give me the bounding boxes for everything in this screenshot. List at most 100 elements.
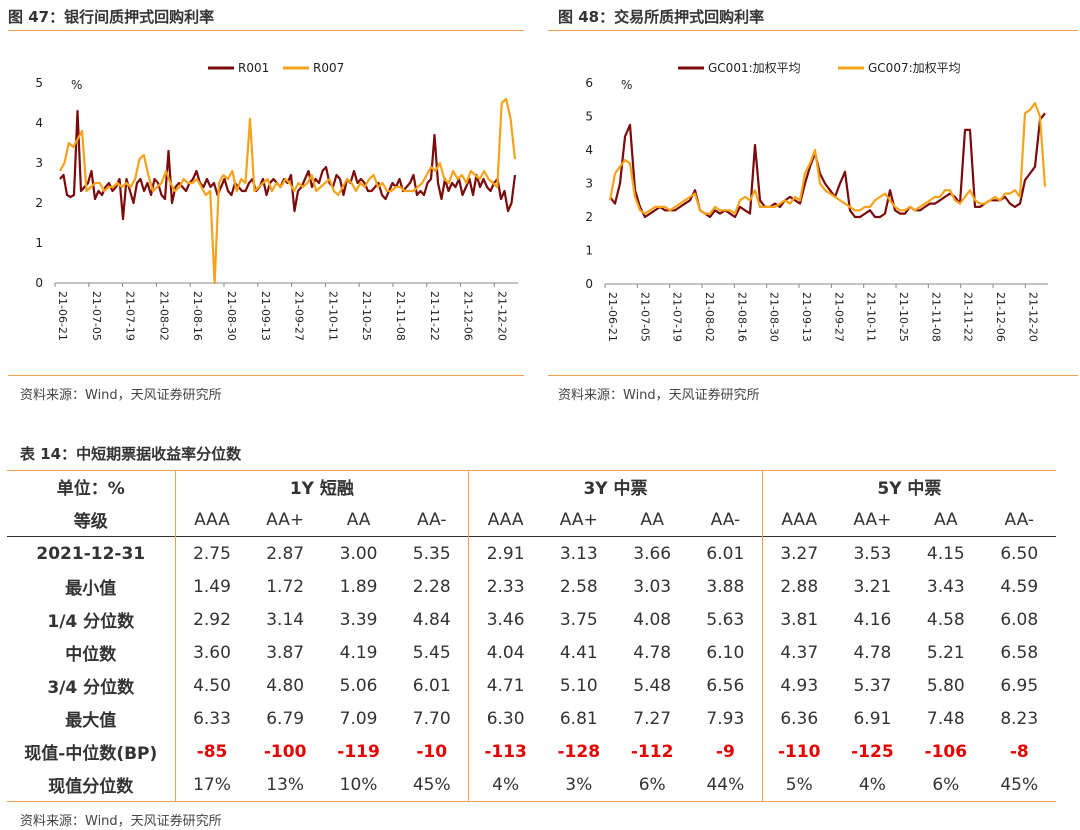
grade-header: AAA <box>468 503 543 537</box>
y-tick-label: 3 <box>585 177 593 191</box>
table-cell: 3.21 <box>853 576 892 597</box>
figure-47-title: 图 47：银行间质押式回购利率 <box>8 8 215 26</box>
table-cell: 3.27 <box>761 536 836 570</box>
table-cell: 6.36 <box>761 702 836 735</box>
x-tick-label: 21-07-19 <box>124 291 137 341</box>
y-tick-label: 4 <box>585 143 593 157</box>
grade-header: AAA <box>761 503 836 537</box>
table-cell: -119 <box>337 741 380 762</box>
series-line-1 <box>59 109 517 221</box>
table-row: 现值分位数 17% 13% 10% 45% 4% 3% 6% 44% 5% 4% 6% 45% <box>7 768 1056 802</box>
table-cell: 6.01 <box>412 675 451 696</box>
y-tick-label: 2 <box>35 196 43 210</box>
table-grade-header-row: 等级 AAA AA+ AA AA- AAA AA+ AA AA- AAA AA+ AA AA- <box>7 503 1056 537</box>
table-cell: 6.30 <box>468 702 543 735</box>
grade-header: AAA <box>174 503 249 537</box>
row-label: 最大值 <box>65 711 117 731</box>
table-cell: -10 <box>416 741 448 762</box>
table-cell: 4.50 <box>174 669 249 702</box>
table-cell: 3.03 <box>633 576 672 597</box>
figure-48-bottom-rule <box>548 375 1078 376</box>
table-cell: 7.93 <box>706 708 745 729</box>
table-cell: 3.39 <box>339 609 378 630</box>
table-cell: 4.78 <box>853 642 892 663</box>
table-cell: 3.87 <box>266 642 305 663</box>
figure-47-source: 资料来源：Wind，天风证券研究所 <box>20 388 222 403</box>
table-cell: 3.60 <box>174 636 249 669</box>
x-tick-label: 21-10-25 <box>360 291 373 341</box>
table-cell: 4.04 <box>468 636 543 669</box>
table-cell: 8.23 <box>1000 708 1039 729</box>
table-cell: 2.88 <box>761 570 836 603</box>
table-cell: 6.10 <box>706 642 745 663</box>
quantile-table: 单位：% 1Y 短融 3Y 中票 5Y 中票 等级 AAA AA+ AA AA- AAA… <box>7 470 1056 802</box>
row-label: 现值-中位数(BP) <box>24 744 158 764</box>
group-header: 5Y 中票 <box>761 470 1056 503</box>
x-tick-label: 21-12-06 <box>462 291 475 341</box>
table-cell: 3% <box>542 768 616 802</box>
table-cell: 5.10 <box>559 675 598 696</box>
table-cell: 3.81 <box>761 603 836 636</box>
table-14: 单位：% 1Y 短融 3Y 中票 5Y 中票 等级 AAA AA+ AA AA- AAA… <box>7 470 1056 802</box>
figure-48-title: 图 48：交易所质押式回购利率 <box>558 8 765 26</box>
x-tick-label: 21-09-13 <box>800 292 813 342</box>
x-tick-label: 21-06-21 <box>606 292 619 342</box>
table-cell: 4.19 <box>339 642 378 663</box>
group-header: 1Y 短融 <box>174 470 469 503</box>
table-cell: -113 <box>468 735 543 768</box>
x-tick-label: 21-12-20 <box>495 291 508 341</box>
table-cell: 2.87 <box>248 536 322 570</box>
grade-header: AA- <box>416 509 447 530</box>
row-label: 1/4 分位数 <box>47 612 135 632</box>
y-tick-label: 0 <box>585 277 593 291</box>
table-cell: -125 <box>851 741 894 762</box>
table-cell: -112 <box>630 741 674 762</box>
table-cell: 4% <box>835 768 910 802</box>
table-cell: 3.75 <box>559 609 598 630</box>
x-tick-label: 21-07-05 <box>638 292 651 342</box>
table-cell: 6.95 <box>1000 675 1039 696</box>
table-cell: 4.58 <box>926 609 965 630</box>
table-cell: 3.66 <box>615 536 689 570</box>
x-tick-label: 21-08-02 <box>703 292 716 342</box>
x-tick-label: 21-06-21 <box>56 291 69 341</box>
table-cell: 4.37 <box>761 636 836 669</box>
x-tick-label: 21-07-05 <box>90 291 103 341</box>
x-tick-label: 21-12-06 <box>994 292 1007 342</box>
grade-header: AA+ <box>853 509 892 530</box>
grade-header: AA- <box>710 509 741 530</box>
table-row: 1/4 分位数 2.92 3.14 3.39 4.84 3.46 3.75 4.08 5.63 3… <box>7 603 1056 636</box>
table-cell: 3.43 <box>926 576 965 597</box>
x-tick-label: 21-10-25 <box>897 292 910 342</box>
figure-47-bottom-rule <box>8 375 524 376</box>
table-row: 最大值 6.33 6.79 7.09 7.70 6.30 6.81 7.27 7.93 6.36 6… <box>7 702 1056 735</box>
table-cell: 6.50 <box>982 536 1056 570</box>
x-tick-label: 21-11-08 <box>929 292 942 342</box>
table-cell: 7.27 <box>633 708 672 729</box>
table-cell: 44% <box>688 768 763 802</box>
table-cell: 3.14 <box>266 609 305 630</box>
x-tick-label: 21-09-13 <box>259 291 272 341</box>
table-row: 3/4 分位数 4.50 4.80 5.06 6.01 4.71 5.10 5.48 6.56 4… <box>7 669 1056 702</box>
table-cell: 5% <box>761 768 836 802</box>
y-unit-label: % <box>71 78 82 92</box>
table-cell: 6.91 <box>853 708 892 729</box>
y-tick-label: 2 <box>585 210 593 224</box>
table-cell: 4% <box>468 768 543 802</box>
table-cell: 4.80 <box>266 675 305 696</box>
figure-48-top-rule <box>548 30 1078 31</box>
legend-label: GC007:加权平均 <box>868 61 961 75</box>
table-cell: 6.33 <box>174 702 249 735</box>
table-group-header-row: 单位：% 1Y 短融 3Y 中票 5Y 中票 <box>7 470 1056 503</box>
x-tick-label: 21-08-16 <box>191 291 204 341</box>
table-cell: 4.16 <box>853 609 892 630</box>
unit-label: 单位：% <box>56 479 125 499</box>
x-tick-label: 21-08-16 <box>735 292 748 342</box>
table-cell: 5.21 <box>926 642 965 663</box>
y-tick-label: 5 <box>585 110 593 124</box>
x-tick-label: 21-11-22 <box>962 292 975 342</box>
grade-header: AA+ <box>266 509 305 530</box>
table-cell: 2.33 <box>468 570 543 603</box>
table-cell: 6.08 <box>1000 609 1039 630</box>
row-label: 3/4 分位数 <box>47 678 135 698</box>
